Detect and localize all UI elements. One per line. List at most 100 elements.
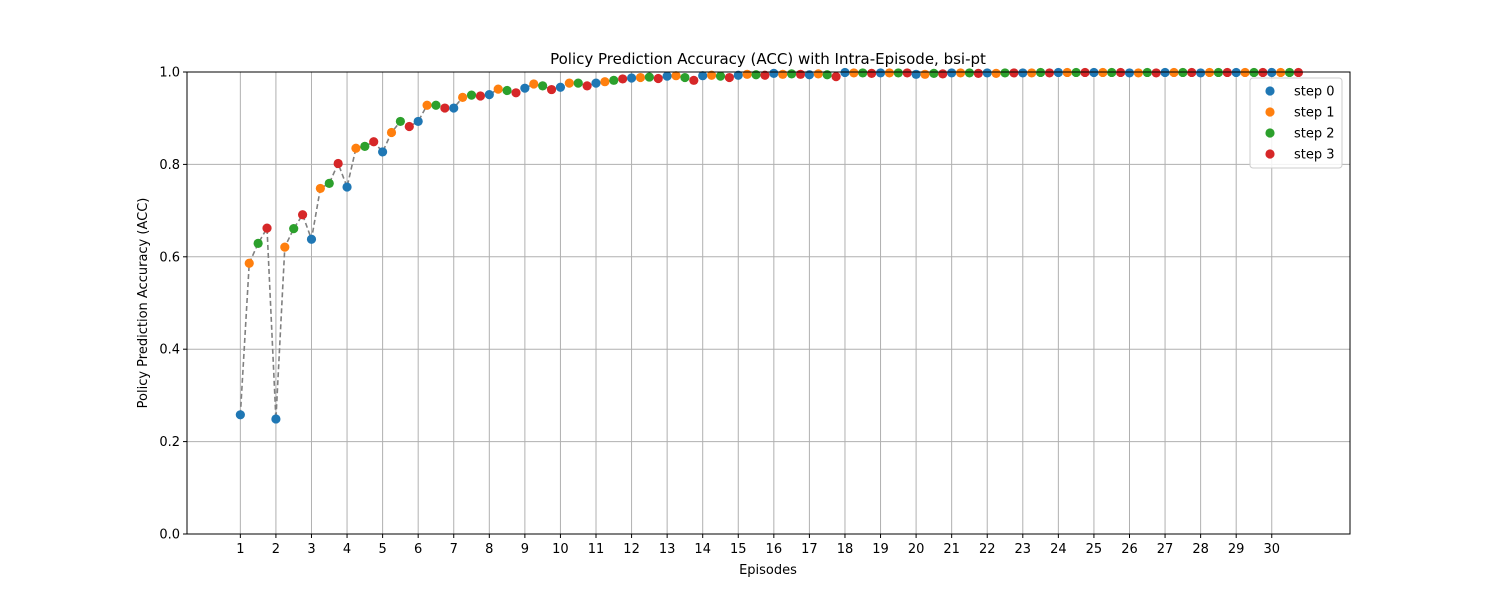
data-point-step-0 bbox=[271, 414, 281, 424]
x-tick-label: 30 bbox=[1263, 542, 1280, 557]
data-point-step-3 bbox=[404, 121, 414, 132]
data-point-step-3 bbox=[760, 70, 770, 80]
x-tick-label: 28 bbox=[1192, 542, 1209, 557]
data-point-step-1 bbox=[351, 143, 361, 153]
data-point-step-0 bbox=[626, 73, 637, 83]
data-point-step-0 bbox=[875, 68, 886, 78]
data-point-step-1 bbox=[564, 78, 574, 88]
data-point-step-3 bbox=[795, 69, 806, 79]
data-point-step-2 bbox=[431, 100, 441, 110]
data-point-step-2 bbox=[466, 90, 477, 100]
data-point-step-3 bbox=[724, 72, 734, 83]
legend-label: step 1 bbox=[1294, 106, 1335, 121]
data-point-step-3 bbox=[618, 74, 628, 84]
data-point-step-3 bbox=[1044, 68, 1055, 78]
data-point-step-2 bbox=[289, 224, 299, 234]
data-point-step-0 bbox=[306, 234, 317, 244]
data-point-step-1 bbox=[458, 92, 468, 103]
data-point-step-0 bbox=[449, 103, 459, 113]
data-point-step-2 bbox=[573, 78, 583, 88]
legend-marker bbox=[1265, 128, 1275, 138]
data-point-step-0 bbox=[662, 71, 672, 81]
data-point-step-3 bbox=[902, 68, 912, 78]
data-point-step-2 bbox=[395, 116, 405, 127]
x-tick-label: 3 bbox=[307, 542, 315, 557]
data-point-step-2 bbox=[253, 238, 263, 248]
data-point-step-2 bbox=[644, 72, 654, 82]
data-point-step-0 bbox=[1124, 68, 1135, 78]
data-point-step-0 bbox=[698, 71, 708, 81]
data-point-step-1 bbox=[386, 127, 397, 138]
x-tick-label: 9 bbox=[521, 542, 529, 557]
x-tick-label: 15 bbox=[730, 542, 747, 557]
data-point-step-3 bbox=[475, 91, 486, 101]
x-tick-label: 8 bbox=[485, 542, 493, 557]
x-tick-label: 24 bbox=[1050, 542, 1067, 557]
data-point-step-2 bbox=[715, 71, 726, 81]
data-point-step-0 bbox=[378, 147, 388, 157]
data-point-step-1 bbox=[1027, 68, 1037, 78]
data-point-step-3 bbox=[689, 75, 699, 85]
y-tick-label: 0.0 bbox=[159, 528, 180, 543]
data-point-step-1 bbox=[280, 242, 290, 252]
data-point-step-1 bbox=[742, 69, 752, 79]
x-tick-label: 25 bbox=[1086, 542, 1103, 557]
x-tick-label: 26 bbox=[1121, 542, 1138, 557]
x-tick-label: 13 bbox=[659, 542, 676, 557]
data-point-step-3 bbox=[511, 88, 521, 98]
data-point-step-0 bbox=[520, 83, 530, 93]
legend-label: step 0 bbox=[1294, 85, 1335, 100]
y-tick-label: 1.0 bbox=[159, 66, 180, 81]
x-axis-label: Episodes bbox=[739, 563, 797, 578]
data-point-step-1 bbox=[778, 69, 788, 79]
legend-box bbox=[1249, 77, 1343, 169]
x-tick-label: 12 bbox=[623, 542, 640, 557]
data-point-step-1 bbox=[991, 68, 1001, 78]
x-tick-label: 5 bbox=[378, 542, 386, 557]
data-point-step-3 bbox=[831, 72, 841, 82]
data-point-step-2 bbox=[360, 141, 370, 151]
data-point-step-1 bbox=[315, 183, 325, 194]
data-point-step-0 bbox=[235, 410, 245, 420]
y-tick-label: 0.4 bbox=[159, 343, 180, 358]
data-point-step-3 bbox=[973, 68, 983, 78]
data-point-step-2 bbox=[1000, 68, 1010, 78]
legend: step 0 step 1 step 2 step 3 bbox=[1249, 77, 1343, 169]
data-point-step-2 bbox=[538, 81, 548, 91]
data-point-step-3 bbox=[546, 84, 557, 95]
x-tick-label: 20 bbox=[908, 542, 925, 557]
data-point-step-1 bbox=[635, 72, 646, 83]
data-point-step-3 bbox=[297, 210, 308, 220]
data-point-step-0 bbox=[911, 69, 921, 79]
x-tick-label: 6 bbox=[414, 542, 422, 557]
plot-frame bbox=[186, 71, 1351, 535]
x-tick-label: 17 bbox=[801, 542, 818, 557]
data-point-step-3 bbox=[440, 103, 450, 113]
data-point-step-1 bbox=[493, 84, 503, 94]
x-tick-label: 4 bbox=[343, 542, 351, 557]
data-point-step-0 bbox=[342, 182, 352, 192]
data-point-step-3 bbox=[938, 69, 948, 79]
data-point-step-0 bbox=[947, 68, 957, 78]
data-point-step-2 bbox=[964, 68, 975, 78]
legend-label: step 2 bbox=[1294, 127, 1335, 142]
x-tick-label: 19 bbox=[872, 542, 889, 557]
data-point-step-2 bbox=[609, 75, 619, 85]
data-point-step-1 bbox=[706, 70, 717, 80]
data-point-step-2 bbox=[787, 69, 797, 79]
data-point-step-2 bbox=[858, 68, 868, 78]
data-point-step-0 bbox=[1018, 68, 1028, 78]
chart-title: Policy Prediction Accuracy (ACC) with In… bbox=[550, 50, 986, 68]
data-point-step-2 bbox=[680, 72, 690, 83]
data-point-step-3 bbox=[867, 68, 877, 78]
data-point-step-3 bbox=[582, 81, 592, 91]
data-point-step-0 bbox=[591, 78, 601, 88]
data-point-step-1 bbox=[244, 258, 254, 268]
data-point-step-1 bbox=[671, 71, 681, 81]
data-point-step-3 bbox=[333, 158, 343, 169]
data-point-step-0 bbox=[733, 70, 743, 80]
data-point-step-1 bbox=[849, 68, 859, 78]
data-point-step-1 bbox=[529, 79, 539, 89]
data-point-step-0 bbox=[1196, 68, 1206, 78]
grid bbox=[187, 71, 1350, 535]
